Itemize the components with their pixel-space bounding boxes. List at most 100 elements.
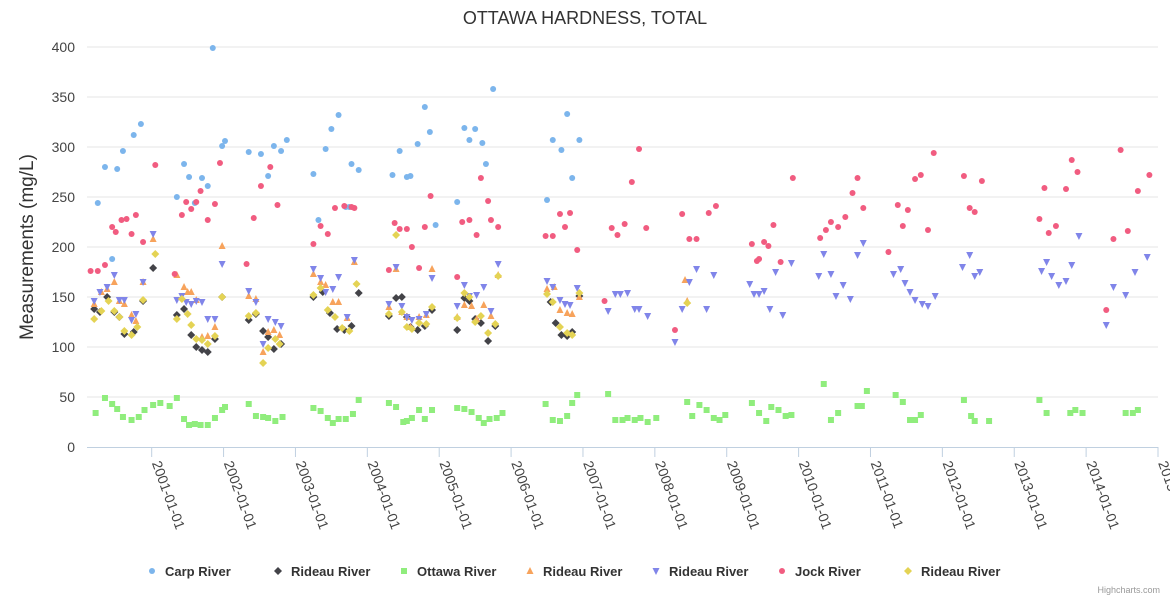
- data-point[interactable]: [199, 175, 206, 181]
- data-point[interactable]: [204, 217, 211, 223]
- data-point[interactable]: [183, 199, 190, 205]
- data-point[interactable]: [172, 315, 181, 323]
- data-point[interactable]: [188, 206, 195, 212]
- data-point[interactable]: [854, 403, 861, 409]
- data-point[interactable]: [335, 274, 343, 281]
- data-point[interactable]: [1122, 410, 1129, 416]
- data-point[interactable]: [601, 298, 608, 304]
- legend-item[interactable]: Rideau River: [526, 564, 623, 579]
- data-point[interactable]: [931, 293, 939, 300]
- data-point[interactable]: [482, 161, 489, 167]
- legend-item[interactable]: Rideau River: [904, 564, 1000, 579]
- data-point[interactable]: [1122, 292, 1130, 299]
- data-point[interactable]: [310, 405, 317, 411]
- data-point[interactable]: [822, 227, 829, 233]
- data-point[interactable]: [748, 241, 755, 247]
- data-point[interactable]: [854, 175, 861, 181]
- data-point[interactable]: [681, 276, 689, 283]
- data-point[interactable]: [210, 332, 219, 340]
- legend-symbol[interactable]: [149, 568, 155, 574]
- data-point[interactable]: [197, 422, 204, 428]
- data-point[interactable]: [115, 313, 124, 321]
- data-point[interactable]: [403, 226, 410, 232]
- data-point[interactable]: [960, 397, 967, 403]
- data-point[interactable]: [211, 201, 218, 207]
- data-point[interactable]: [766, 306, 774, 313]
- data-point[interactable]: [251, 309, 260, 317]
- data-point[interactable]: [460, 294, 469, 302]
- data-point[interactable]: [746, 281, 754, 288]
- data-point[interactable]: [396, 148, 403, 154]
- data-point[interactable]: [245, 288, 253, 295]
- data-point[interactable]: [1067, 410, 1074, 416]
- data-point[interactable]: [899, 399, 906, 405]
- data-point[interactable]: [429, 407, 436, 413]
- data-point[interactable]: [863, 388, 870, 394]
- data-point[interactable]: [415, 319, 424, 327]
- data-point[interactable]: [1129, 410, 1136, 416]
- data-point[interactable]: [119, 148, 126, 154]
- data-point[interactable]: [333, 325, 342, 333]
- data-point[interactable]: [1052, 223, 1059, 229]
- data-point[interactable]: [257, 183, 264, 189]
- data-point[interactable]: [110, 307, 119, 315]
- data-point[interactable]: [192, 298, 200, 305]
- data-point[interactable]: [653, 415, 660, 421]
- data-point[interactable]: [422, 320, 431, 328]
- data-point[interactable]: [219, 143, 226, 149]
- data-point[interactable]: [616, 291, 624, 298]
- data-point[interactable]: [428, 303, 437, 311]
- data-point[interactable]: [558, 147, 565, 153]
- data-point[interactable]: [684, 399, 691, 405]
- data-point[interactable]: [772, 269, 780, 276]
- data-point[interactable]: [317, 408, 324, 414]
- data-point[interactable]: [309, 270, 317, 277]
- data-point[interactable]: [563, 309, 571, 316]
- data-point[interactable]: [392, 231, 401, 239]
- data-point[interactable]: [192, 335, 201, 343]
- data-point[interactable]: [543, 278, 551, 285]
- data-point[interactable]: [1075, 233, 1083, 240]
- data-point[interactable]: [322, 146, 329, 152]
- legend-label[interactable]: Rideau River: [669, 564, 748, 579]
- data-point[interactable]: [549, 417, 556, 423]
- data-point[interactable]: [183, 310, 192, 318]
- data-point[interactable]: [198, 299, 206, 306]
- data-point[interactable]: [906, 289, 914, 296]
- data-point[interactable]: [556, 306, 564, 313]
- data-point[interactable]: [460, 282, 468, 289]
- data-point[interactable]: [355, 397, 362, 403]
- data-point[interactable]: [1074, 169, 1081, 175]
- data-point[interactable]: [575, 289, 584, 297]
- data-point[interactable]: [397, 308, 406, 316]
- data-point[interactable]: [556, 418, 563, 424]
- data-point[interactable]: [907, 417, 914, 423]
- data-point[interactable]: [414, 141, 421, 147]
- data-point[interactable]: [1068, 262, 1076, 269]
- data-point[interactable]: [252, 413, 259, 419]
- data-point[interactable]: [310, 241, 317, 247]
- data-point[interactable]: [454, 405, 461, 411]
- data-point[interactable]: [958, 264, 966, 271]
- data-point[interactable]: [911, 297, 919, 304]
- data-point[interactable]: [323, 306, 332, 314]
- data-point[interactable]: [171, 271, 178, 277]
- data-point[interactable]: [605, 391, 612, 397]
- data-point[interactable]: [198, 336, 207, 344]
- data-point[interactable]: [499, 410, 506, 416]
- data-point[interactable]: [453, 326, 462, 334]
- data-point[interactable]: [755, 291, 763, 298]
- data-point[interactable]: [137, 121, 144, 127]
- data-point[interactable]: [329, 286, 337, 293]
- data-point[interactable]: [1036, 216, 1043, 222]
- data-point[interactable]: [317, 275, 325, 282]
- data-point[interactable]: [924, 303, 932, 310]
- data-point[interactable]: [421, 416, 428, 422]
- data-point[interactable]: [568, 310, 576, 317]
- data-point[interactable]: [204, 183, 211, 189]
- data-point[interactable]: [128, 317, 136, 324]
- data-point[interactable]: [1124, 228, 1131, 234]
- data-point[interactable]: [432, 222, 439, 228]
- data-point[interactable]: [259, 327, 268, 335]
- data-point[interactable]: [222, 138, 229, 144]
